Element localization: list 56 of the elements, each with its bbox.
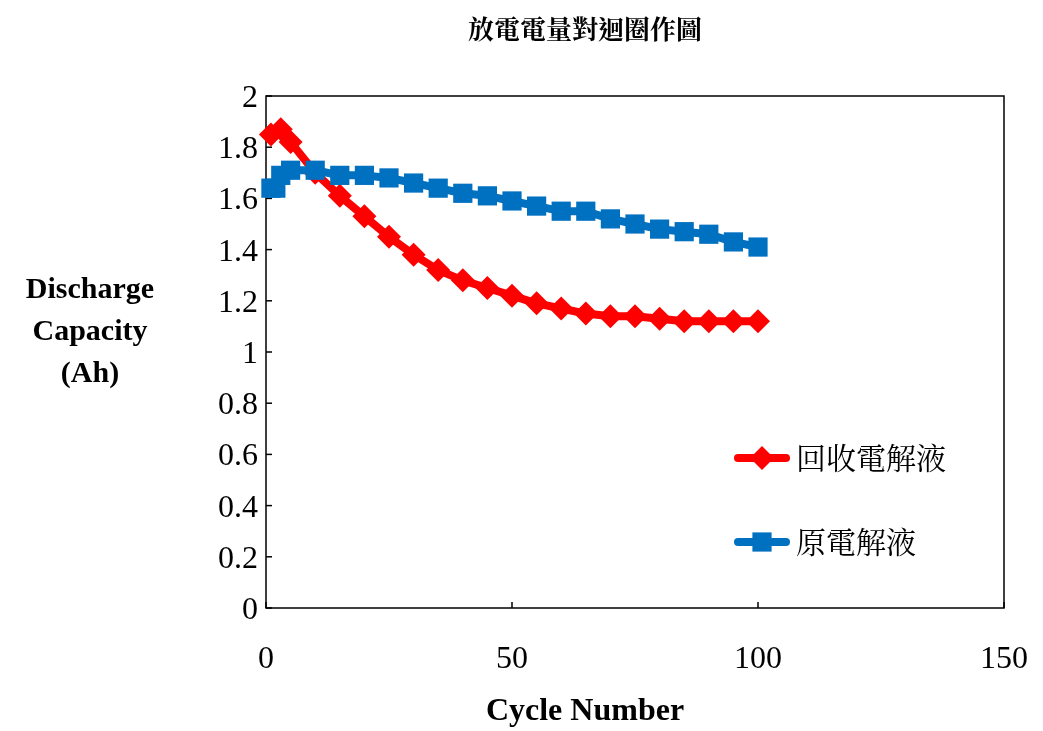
point [502,191,522,211]
y-axis-title: Discharge Capacity (Ah) [25,271,155,389]
legend-item: 原電解液 [734,518,916,562]
point [379,168,399,188]
y-tick-label: 0.8 [218,385,258,422]
point [600,209,620,229]
legend-label: 回收電解液 [796,434,946,478]
legend-label: 原電解液 [796,518,916,562]
point [281,160,301,180]
point [377,224,401,249]
point [549,296,574,321]
point [404,173,424,193]
y-tick-label: 1.2 [218,282,258,319]
point [453,183,473,203]
y-tick-label: 0.2 [218,538,258,575]
x-tick-label: 100 [734,639,782,675]
y-tick-label: 1.6 [218,180,258,217]
point [674,222,694,242]
y-tick-label: 2 [242,78,258,114]
point [354,165,374,185]
point [500,283,524,308]
point [551,201,571,221]
y-tick-label: 0.4 [218,487,258,524]
point [426,258,451,283]
point [475,276,500,300]
point [428,178,448,198]
point [573,301,598,326]
legend-item: 回收電解液 [734,434,946,478]
point [327,183,352,208]
point [450,268,475,293]
x-axis-title: Cycle Number [485,691,685,727]
point [647,306,672,331]
y-tick-label: 1.4 [218,231,258,268]
point [746,309,770,334]
x-tick-label: 150 [980,639,1028,675]
point [305,160,325,180]
point [723,232,743,252]
point [650,219,670,239]
point [699,224,719,244]
y-tick-label: 1 [242,334,258,370]
point [527,196,547,216]
y-tick-label: 1.8 [218,129,258,166]
point [748,237,768,257]
point [330,165,350,185]
point [352,204,377,229]
x-tick-label: 50 [496,639,528,675]
point [576,201,596,221]
point [401,242,426,267]
point [278,130,303,155]
point [524,291,549,316]
point [625,214,645,234]
chart-title: 放電電量對迴圈作圖 [467,9,703,46]
point [477,186,497,206]
point [623,304,647,329]
y-tick-label: 0 [242,590,258,626]
y-tick-label: 0.6 [218,436,258,473]
